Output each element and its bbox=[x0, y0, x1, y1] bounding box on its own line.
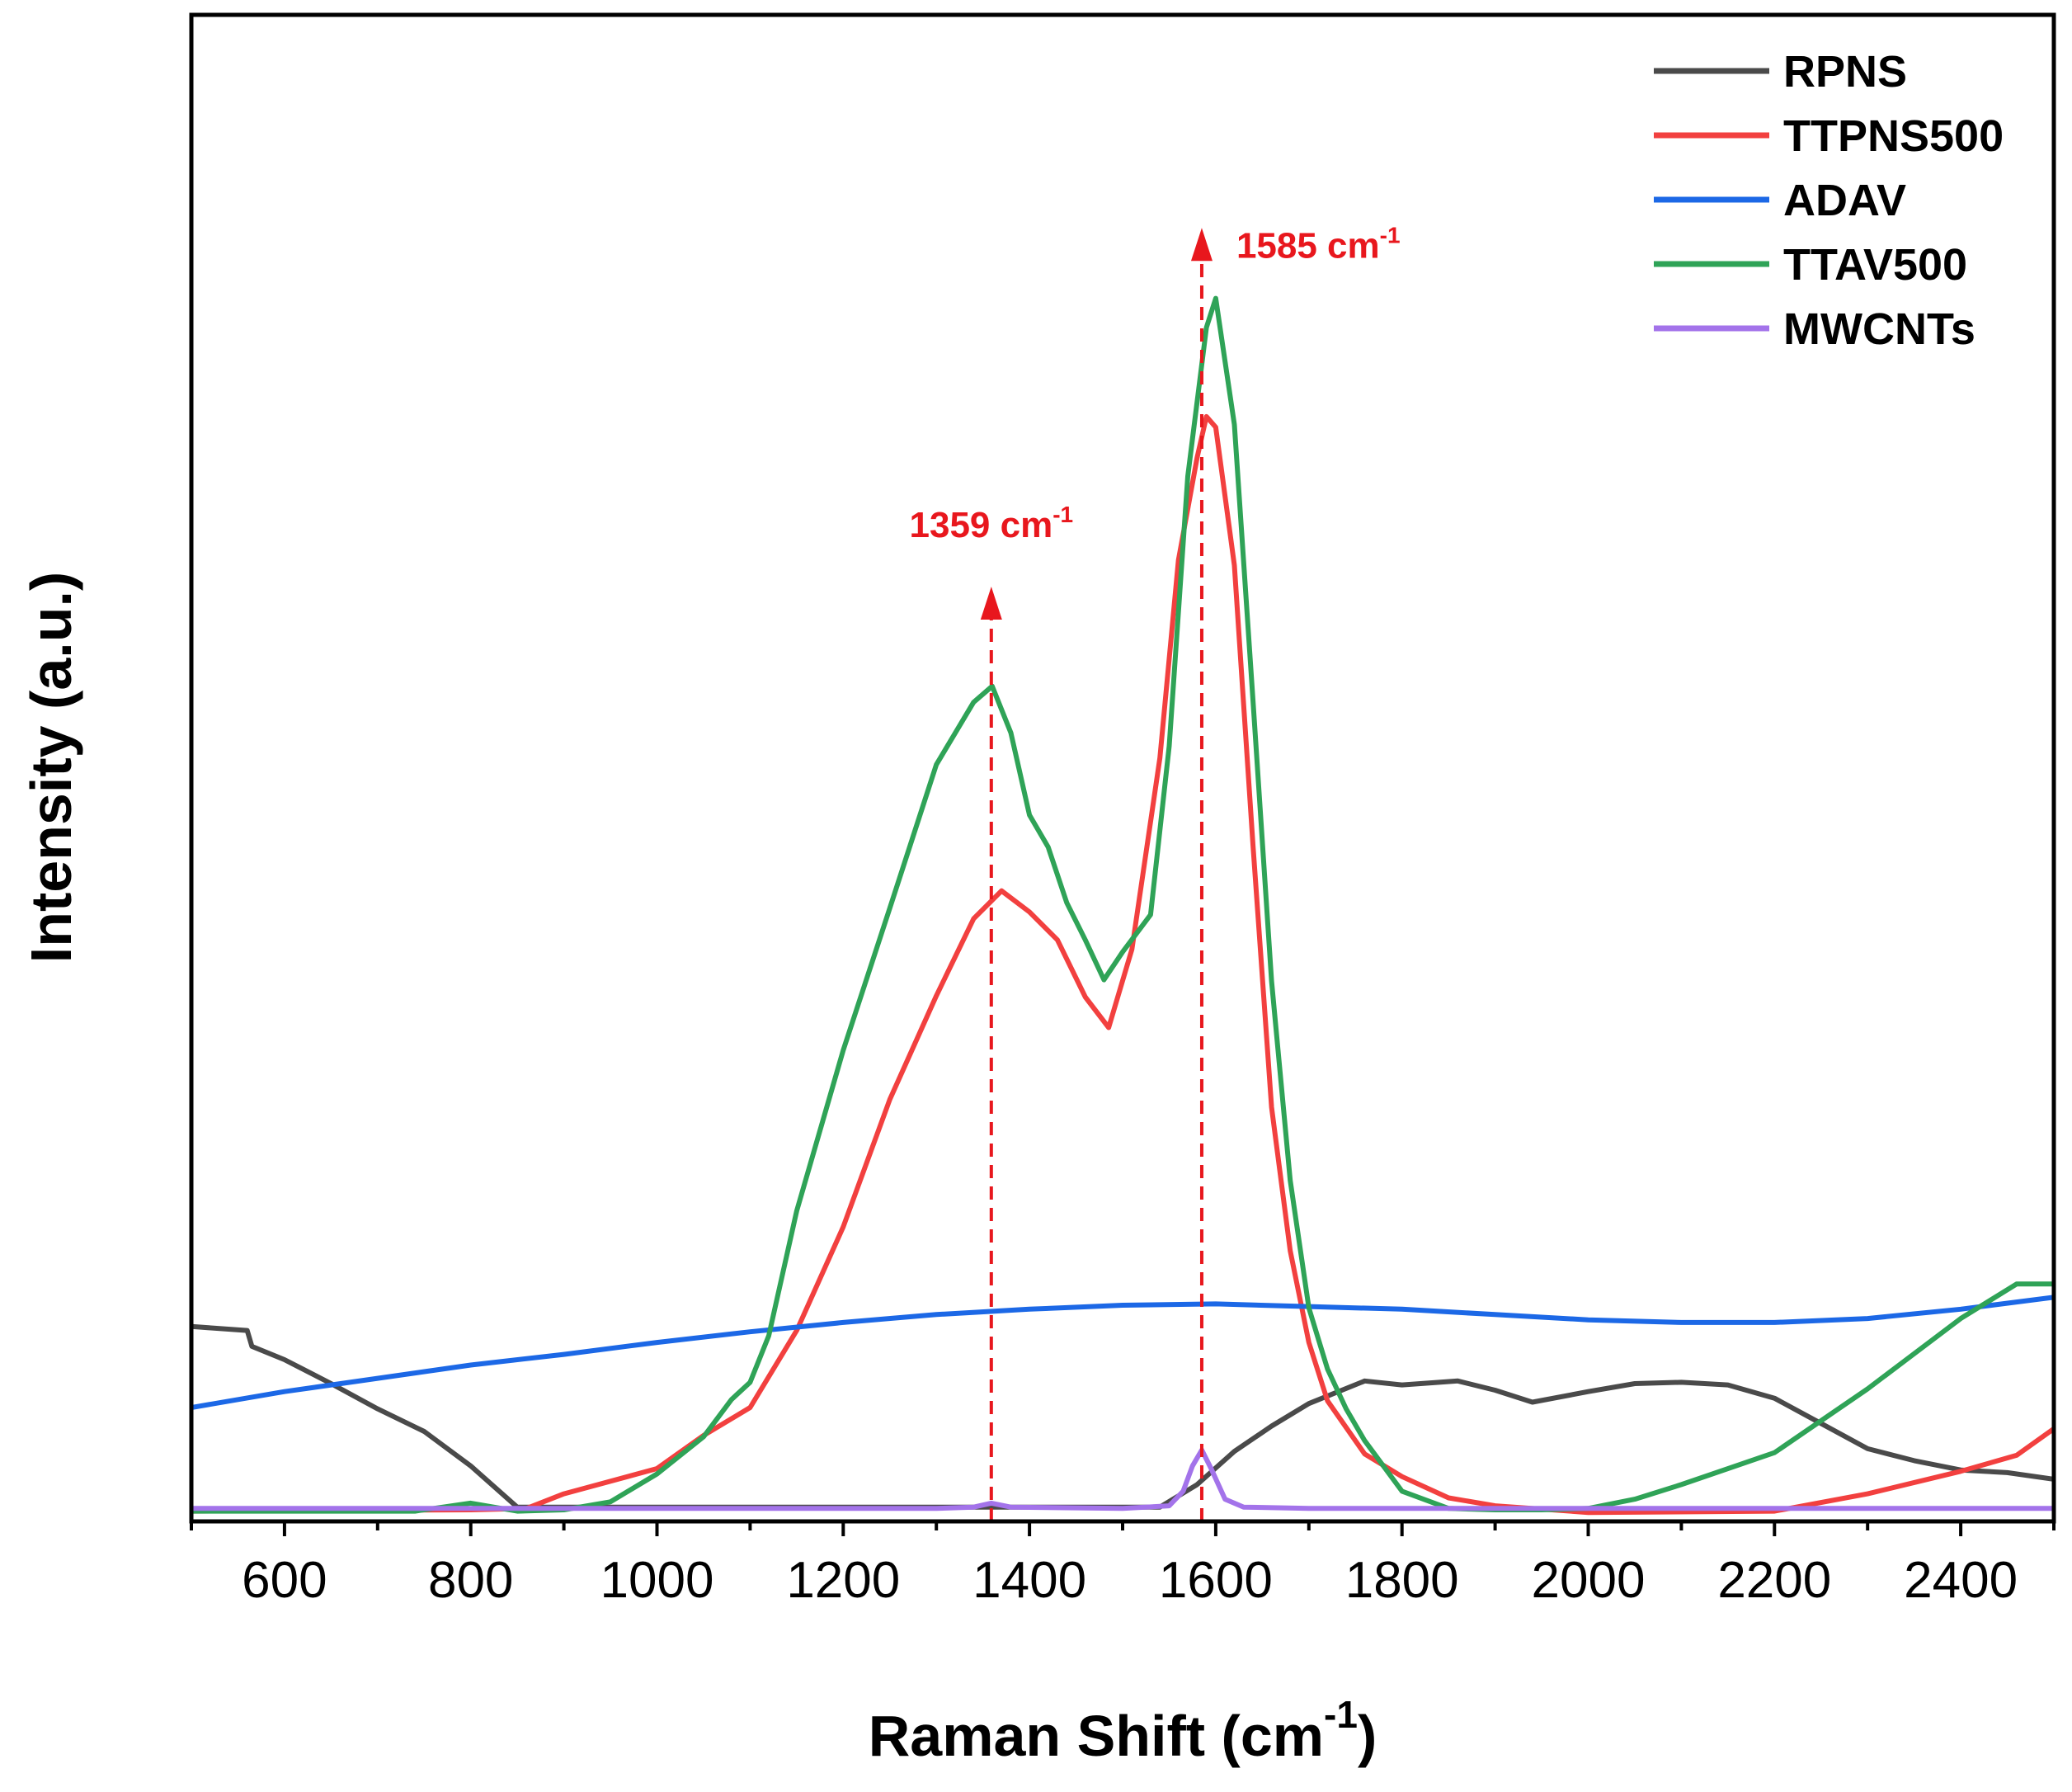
x-tick-label: 2200 bbox=[1717, 1552, 1831, 1609]
peak-label: 1585 cm-1 bbox=[1236, 222, 1401, 266]
legend-label-ttpns500: TTPNS500 bbox=[1783, 111, 2004, 161]
series-line-adav bbox=[191, 1294, 2054, 1410]
x-axis-title: Raman Shift (cm-1) bbox=[869, 1693, 1377, 1768]
series-line-mwcnts bbox=[191, 1447, 2054, 1511]
x-tick-label: 1800 bbox=[1345, 1552, 1459, 1609]
x-tick-label: 1400 bbox=[972, 1552, 1086, 1609]
legend-label-rpns: RPNS bbox=[1783, 47, 1907, 97]
series-layer bbox=[191, 295, 2054, 1516]
peak-label: 1359 cm-1 bbox=[910, 502, 1074, 545]
legend-label-adav: ADAV bbox=[1783, 176, 1906, 225]
x-axis-title-sup: -1 bbox=[1324, 1693, 1358, 1736]
legend: RPNS TTPNS500 ADAV TTAV500 MWCNTs bbox=[1654, 47, 2004, 354]
x-tick-label: 1200 bbox=[786, 1552, 900, 1609]
x-tick-label: 1000 bbox=[600, 1552, 714, 1609]
peak-arrowhead bbox=[980, 587, 1002, 620]
series-line-ttpns500 bbox=[191, 413, 2054, 1516]
x-axis-title-close: ) bbox=[1358, 1704, 1377, 1768]
x-tick-label: 2400 bbox=[1904, 1552, 2018, 1609]
peak-label-sup: -1 bbox=[1052, 502, 1073, 527]
x-tick-label: 1600 bbox=[1159, 1552, 1273, 1609]
x-axis-title-main: Raman Shift (cm bbox=[869, 1704, 1324, 1768]
legend-label-ttav500: TTAV500 bbox=[1783, 240, 1967, 290]
x-tick-label: 2000 bbox=[1532, 1552, 1646, 1609]
peak-label-sup: -1 bbox=[1380, 222, 1401, 248]
peak-arrowhead bbox=[1190, 228, 1213, 262]
plot-frame bbox=[189, 12, 2056, 1524]
series-line-rpns bbox=[191, 1323, 2054, 1510]
peak-label-value: 1359 cm bbox=[910, 505, 1053, 545]
x-tick-label: 600 bbox=[242, 1552, 327, 1609]
peak-label-value: 1585 cm bbox=[1236, 225, 1380, 266]
x-tick-label: 800 bbox=[428, 1552, 513, 1609]
series-line-ttav500 bbox=[191, 295, 2054, 1514]
legend-label-mwcnts: MWCNTs bbox=[1783, 304, 1975, 354]
y-axis-title: Intensity (a.u.) bbox=[19, 572, 83, 963]
x-axis-ticks: 600 800 1000 1200 1400 1600 1800 2000 2200 2400 bbox=[190, 1521, 2056, 1609]
